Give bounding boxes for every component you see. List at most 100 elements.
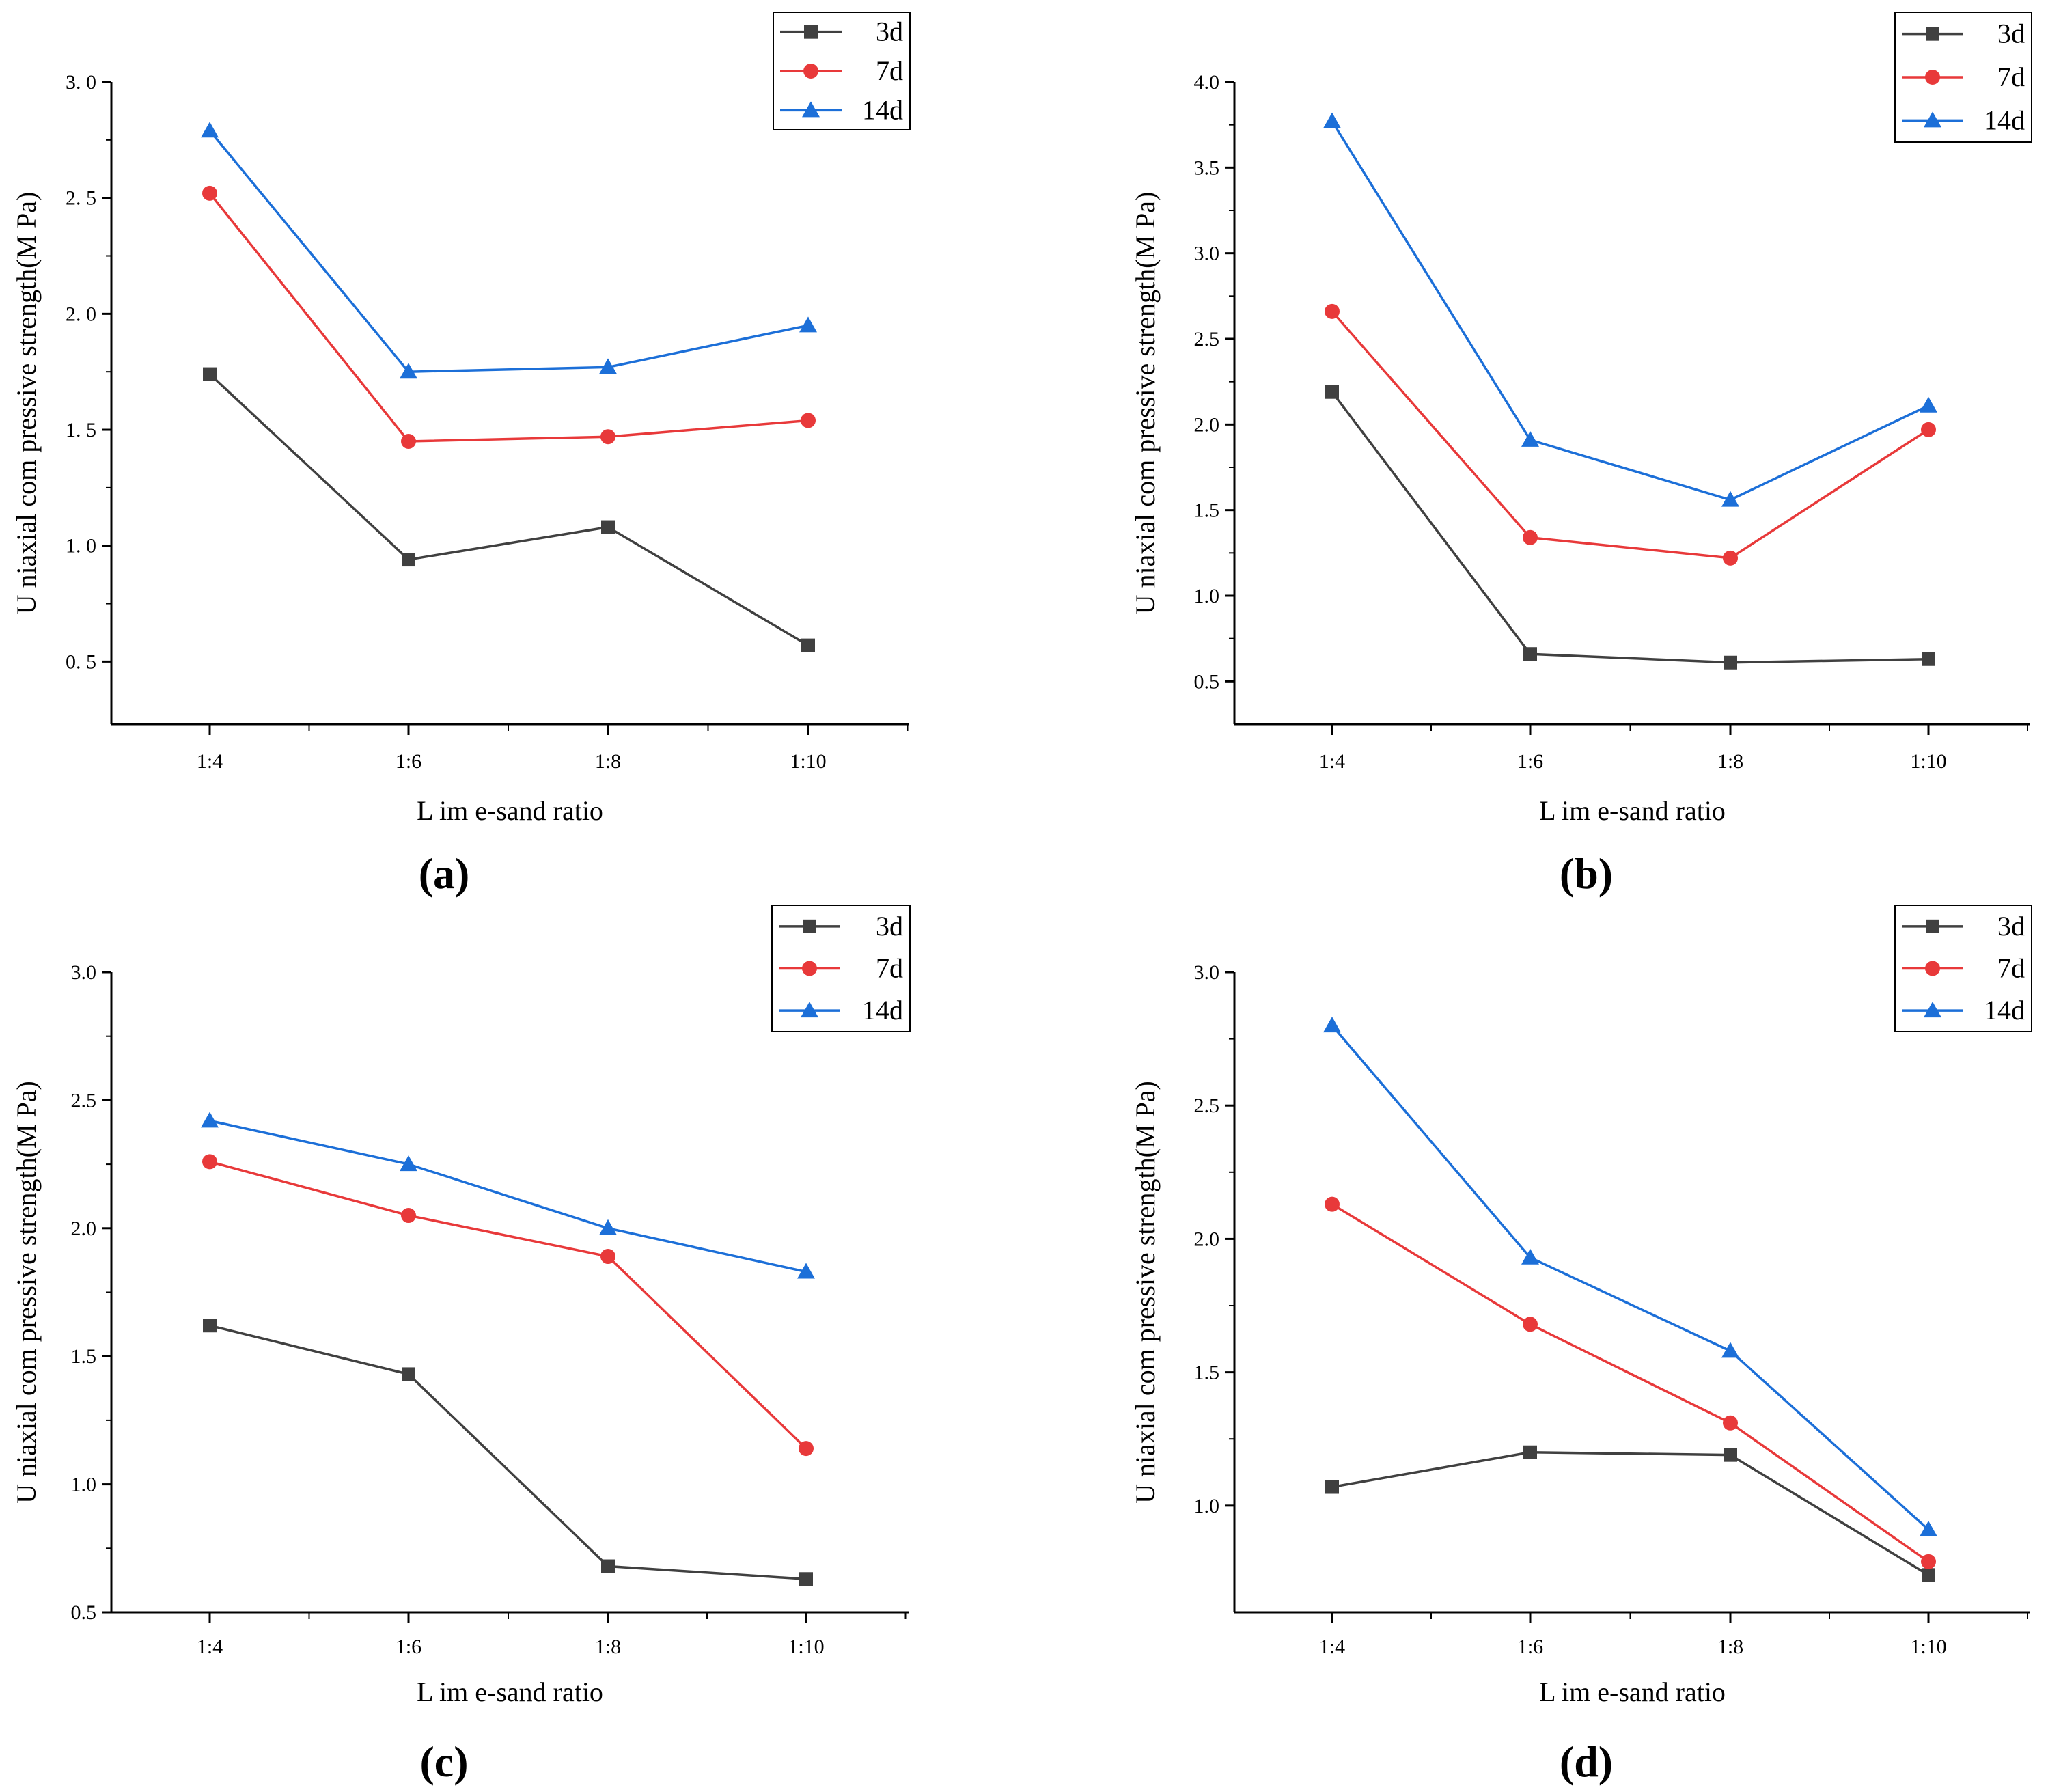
y-tick-label: 3.0 — [1194, 961, 1220, 984]
data-point-7d-1:6 — [1523, 1317, 1538, 1332]
data-point-14d-1:8 — [1721, 491, 1739, 507]
data-point-7d-1:8 — [1723, 550, 1738, 566]
series-14d — [1323, 112, 1937, 507]
legend-label-7d: 7d — [876, 55, 903, 86]
series-14d — [1323, 1017, 1937, 1536]
data-point-3d-1:8 — [1724, 655, 1737, 670]
series-14d — [201, 122, 817, 379]
legend-marker-3d — [1926, 919, 1939, 933]
x-tick-label: 1:10 — [1910, 750, 1946, 773]
x-tick-label: 1:10 — [790, 750, 826, 773]
legend-marker-7d — [802, 961, 817, 976]
series-7d — [1325, 303, 1936, 566]
data-point-3d-1:8 — [601, 520, 615, 534]
y-axis-title: U niaxial com pressive strength(M Pa) — [1130, 192, 1161, 615]
legend-label-3d: 3d — [1997, 911, 2025, 941]
data-point-14d-1:10 — [797, 1263, 815, 1279]
y-tick-label: 1.0 — [1194, 585, 1220, 607]
x-tick-label: 1:6 — [396, 750, 421, 773]
x-tick-label: 1:4 — [197, 1636, 223, 1658]
series-line-7d — [208, 192, 809, 443]
y-tick-label: 4.0 — [1194, 71, 1220, 94]
y-tick-label: 2. 0 — [66, 303, 96, 325]
legend-marker-14d — [1924, 111, 1941, 128]
series-3d — [1325, 385, 1935, 670]
x-tick-label: 1:6 — [1517, 750, 1543, 773]
y-tick-label: 2.0 — [71, 1217, 97, 1240]
data-point-7d-1:4 — [1325, 1196, 1340, 1212]
series-line-7d — [1331, 310, 1929, 560]
data-point-14d-1:6 — [400, 363, 417, 379]
legend-label-7d: 7d — [1997, 953, 2025, 984]
y-tick-label: 3.0 — [1194, 243, 1220, 265]
data-point-7d-1:6 — [401, 1208, 416, 1224]
series-3d — [203, 367, 815, 652]
series-line-14d — [209, 1119, 807, 1273]
data-point-7d-1:8 — [1723, 1415, 1738, 1431]
series-line-14d — [1331, 1024, 1930, 1531]
legend-marker-14d — [801, 1002, 818, 1018]
x-axis-title: L im e-sand ratio — [417, 1677, 603, 1707]
data-point-14d-1:10 — [1920, 396, 1937, 413]
legend-label-14d: 14d — [862, 995, 903, 1025]
legend-label-7d: 7d — [876, 953, 903, 984]
legend-label-14d: 14d — [862, 94, 903, 125]
data-point-14d-1:6 — [1521, 1248, 1539, 1265]
data-point-7d-1:4 — [202, 185, 217, 201]
legend-label-14d: 14d — [1984, 995, 2025, 1025]
series-line-14d — [208, 130, 809, 373]
data-point-7d-1:6 — [401, 433, 416, 449]
series-line-14d — [1331, 120, 1929, 501]
legend-label-3d: 3d — [1997, 18, 2025, 49]
panel-label: (c) — [419, 1737, 468, 1786]
legend-label-14d: 14d — [1984, 105, 2025, 135]
series-14d — [201, 1112, 815, 1279]
legend-marker-7d — [1925, 70, 1940, 85]
y-tick-label: 2.5 — [1194, 1094, 1220, 1117]
panel-label: (a) — [419, 849, 470, 898]
legend-label-7d: 7d — [1997, 61, 2025, 92]
data-point-14d-1:8 — [599, 1219, 617, 1235]
legend-marker-7d — [803, 64, 818, 79]
y-tick-label: 0.5 — [1194, 670, 1220, 693]
data-point-3d-1:4 — [203, 367, 217, 381]
x-tick-label: 1:10 — [788, 1636, 824, 1658]
legend-marker-3d — [803, 919, 816, 933]
x-tick-label: 1:8 — [595, 750, 621, 773]
data-point-3d-1:10 — [1922, 652, 1935, 666]
y-tick-label: 1.5 — [1194, 1362, 1220, 1384]
data-point-14d-1:4 — [201, 122, 219, 138]
series-line-3d — [208, 373, 809, 647]
data-point-14d-1:6 — [1521, 430, 1539, 447]
x-tick-label: 1:6 — [396, 1636, 421, 1658]
data-point-7d-1:10 — [1921, 1554, 1936, 1569]
legend-marker-7d — [1925, 961, 1940, 976]
series-line-7d — [1331, 1203, 1930, 1563]
data-point-7d-1:4 — [1325, 303, 1340, 319]
chart-panel-d: 1.0 1.5 2.0 2.5 3.0 1:4 1:6 1:8 1:10 L im e-sand … — [1130, 905, 2032, 1786]
legend-label-3d: 3d — [876, 16, 903, 47]
series-3d — [203, 1319, 813, 1586]
x-axis-title: L im e-sand ratio — [1539, 1677, 1726, 1707]
y-tick-label: 3.0 — [71, 961, 97, 984]
data-point-14d-1:4 — [1323, 112, 1341, 128]
data-point-3d-1:6 — [402, 1367, 415, 1381]
data-point-14d-1:6 — [400, 1155, 417, 1172]
data-point-3d-1:8 — [1724, 1448, 1737, 1462]
x-tick-label: 1:4 — [197, 750, 223, 773]
y-axis-title: U niaxial com pressive strength(M Pa) — [11, 1081, 42, 1504]
legend-marker-14d — [802, 101, 820, 118]
data-point-3d-1:8 — [601, 1559, 615, 1573]
x-tick-label: 1:8 — [1717, 1636, 1743, 1658]
series-7d — [1325, 1196, 1936, 1569]
y-tick-label: 2. 5 — [66, 187, 96, 210]
legend-marker-14d — [1924, 1002, 1941, 1018]
x-axis-title: L im e-sand ratio — [1539, 795, 1726, 826]
data-point-3d-1:4 — [203, 1319, 217, 1333]
series-7d — [202, 185, 816, 449]
data-point-7d-1:10 — [799, 1441, 814, 1457]
data-point-7d-1:10 — [801, 413, 816, 428]
y-axis-title: U niaxial com pressive strength(M Pa) — [1130, 1081, 1161, 1504]
data-point-7d-1:6 — [1523, 529, 1538, 545]
